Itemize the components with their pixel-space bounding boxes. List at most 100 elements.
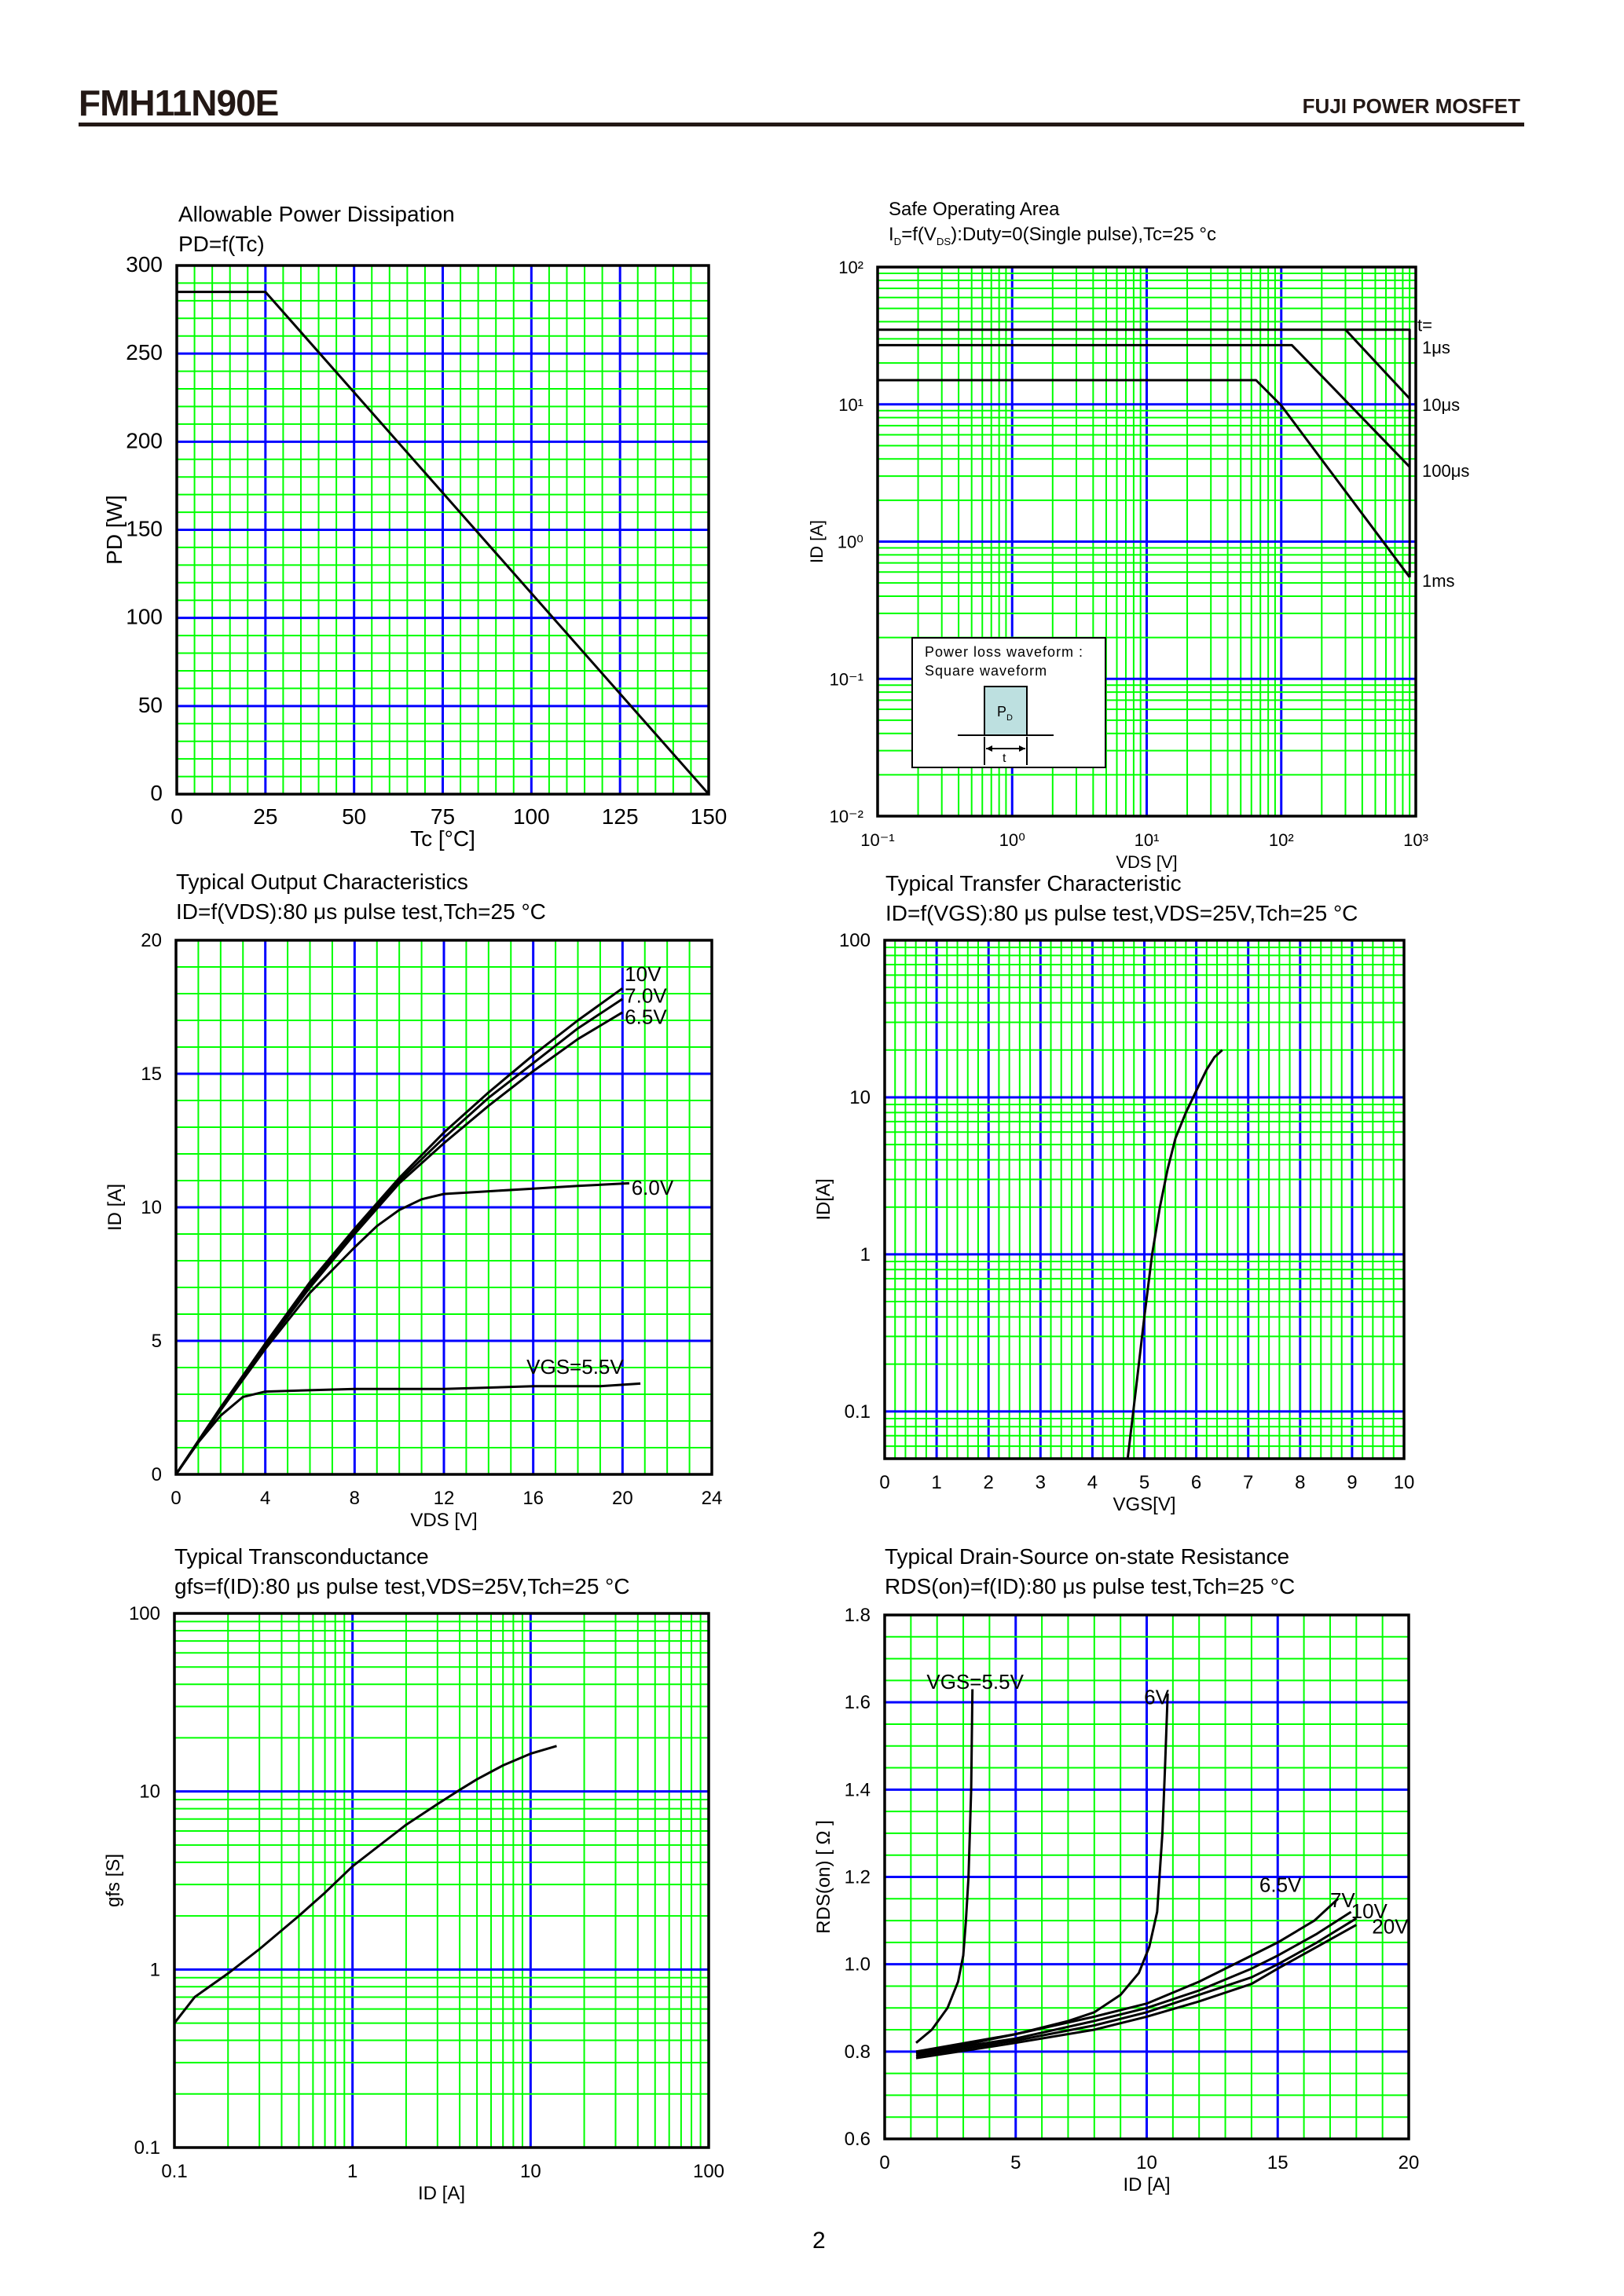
x-tick-label: 15 — [1267, 2152, 1289, 2173]
x-tick-label: 8 — [350, 1488, 360, 1509]
series-label: 7V — [1330, 1888, 1355, 1912]
y-axis-label: ID [A] — [807, 520, 827, 563]
y-tick-label: 5 — [152, 1331, 162, 1352]
y-tick-label: 10⁻² — [830, 807, 863, 826]
x-tick-label: 10² — [1269, 830, 1294, 850]
y-tick-label: 150 — [126, 517, 163, 541]
width-label: t — [1003, 752, 1006, 765]
x-tick-label: 24 — [702, 1488, 723, 1509]
x-tick-label: 4 — [260, 1488, 270, 1509]
inset-line1: Power loss waveform : — [925, 644, 1083, 660]
x-tick-label: 0 — [170, 804, 183, 829]
x-tick-label: 25 — [253, 804, 277, 829]
pulse-label: PD — [997, 704, 1013, 723]
series-line-6.5V — [174, 1011, 624, 1475]
y-axis-label: RDS(on) [ Ω ] — [813, 1820, 834, 1934]
x-tick-label: 150 — [691, 804, 728, 829]
x-axis-label: VDS [V] — [1116, 852, 1177, 872]
x-tick-label: 0 — [170, 1488, 181, 1509]
series-line-6.5V — [915, 1898, 1340, 2053]
chart-subtitle: ID=f(VDS):Duty=0(Single pulse),Tc=25 °c — [889, 224, 1216, 247]
x-tick-label: 20 — [612, 1488, 633, 1509]
y-tick-label: 20 — [141, 930, 162, 951]
x-tick-label: 10⁻¹ — [860, 830, 894, 850]
subtitle-segment: ):Duty=0(Single pulse),Tc=25 °c — [951, 224, 1216, 245]
y-tick-label: 1.4 — [845, 1779, 871, 1800]
series-line-0 — [177, 291, 710, 795]
x-tick-label: 5 — [1139, 1472, 1149, 1493]
x-tick-label: 10 — [520, 2161, 541, 2182]
y-tick-label: 0 — [150, 781, 163, 805]
x-tick-label: 3 — [1036, 1472, 1046, 1493]
x-tick-label: 5 — [1010, 2152, 1021, 2173]
y-tick-label: 0.8 — [845, 2041, 871, 2063]
y-tick-label: 300 — [126, 252, 163, 276]
series-label: 100μs — [1422, 461, 1469, 481]
y-tick-label: 10⁰ — [838, 533, 863, 552]
series-label: 6.0V — [632, 1176, 674, 1199]
series-line-0 — [173, 1745, 557, 2024]
series-line-1s — [878, 328, 1411, 577]
chart-title: Typical Drain-Source on-state Resistance — [885, 1544, 1289, 1569]
y-axis-label: PD [W] — [102, 495, 126, 565]
x-axis-label: ID [A] — [1123, 2174, 1170, 2195]
y-tick-label: 10 — [139, 1782, 160, 1803]
series-label: 1μs — [1422, 338, 1450, 357]
series-line-7V — [915, 1910, 1352, 2056]
series-line-VGS5.5V — [174, 1382, 641, 1475]
series-label: VGS=5.5V — [526, 1355, 624, 1379]
chart-subtitle: ID=f(VGS):80 μs pulse test,VDS=25V,Tch=2… — [885, 901, 1358, 925]
x-tick-label: 10¹ — [1135, 830, 1160, 850]
series-label: 7.0V — [625, 983, 667, 1007]
series-label: 1ms — [1422, 571, 1455, 591]
y-tick-label: 1.8 — [845, 1605, 871, 1626]
y-tick-label: 1 — [860, 1244, 871, 1265]
x-tick-label: 4 — [1087, 1472, 1098, 1493]
series-line-100s — [878, 343, 1411, 468]
x-tick-label: 20 — [1399, 2152, 1420, 2173]
y-tick-label: 1 — [150, 1959, 160, 1980]
series-label: 20V — [1372, 1914, 1409, 1938]
pulse-label-main: P — [997, 704, 1006, 720]
x-tick-label: 100 — [513, 804, 550, 829]
y-tick-label: 50 — [138, 693, 163, 717]
x-tick-label: 10 — [1394, 1472, 1415, 1493]
page-number: 2 — [812, 2228, 826, 2254]
y-tick-label: 1.2 — [845, 1867, 871, 1888]
y-axis-label: gfs [S] — [103, 1854, 124, 1907]
series-line-0 — [1126, 1049, 1223, 1459]
x-tick-label: 2 — [984, 1472, 994, 1493]
chart-transconductance: Typical Transconductance gfs=f(ID):80 μs … — [103, 1544, 724, 2204]
chart-subtitle: PD=f(Tc) — [178, 232, 265, 256]
chart-output-characteristics: Typical Output Characteristics ID=f(VDS):… — [104, 870, 722, 1531]
chart-title: Typical Output Characteristics — [176, 870, 468, 894]
plot-frame — [173, 1612, 710, 2149]
chart-title: Typical Transfer Characteristic — [885, 871, 1182, 895]
series-label: 10V — [1351, 1899, 1388, 1923]
series-line-VGS5.5V — [915, 1689, 974, 2044]
x-tick-label: 0 — [879, 1472, 889, 1493]
y-tick-label: 1.0 — [845, 1954, 871, 1976]
y-tick-label: 1.6 — [845, 1692, 871, 1713]
x-tick-label: 16 — [522, 1488, 544, 1509]
inset-line2: Square waveform — [925, 663, 1047, 679]
grid — [175, 264, 710, 796]
plot-frame — [876, 265, 1417, 818]
y-tick-label: 100 — [839, 930, 871, 951]
x-tick-label: 9 — [1347, 1472, 1357, 1493]
x-tick-label: 6 — [1191, 1472, 1201, 1493]
x-axis-label: ID [A] — [418, 2183, 465, 2204]
x-tick-label: 125 — [602, 804, 639, 829]
chart-title: Typical Transconductance — [174, 1544, 429, 1569]
y-tick-label: 10⁻¹ — [830, 669, 863, 689]
y-tick-label: 0.1 — [845, 1401, 871, 1423]
y-tick-label: 100 — [126, 605, 163, 629]
x-tick-label: 100 — [693, 2161, 724, 2182]
grid — [883, 939, 1406, 1459]
series-label: 6.5V — [1259, 1873, 1302, 1897]
chart-title: Safe Operating Area — [889, 199, 1060, 220]
subtitle-segment: DS — [937, 236, 951, 247]
x-tick-label: 7 — [1243, 1472, 1253, 1493]
y-tick-label: 15 — [141, 1064, 162, 1085]
header-divider — [79, 123, 1524, 126]
